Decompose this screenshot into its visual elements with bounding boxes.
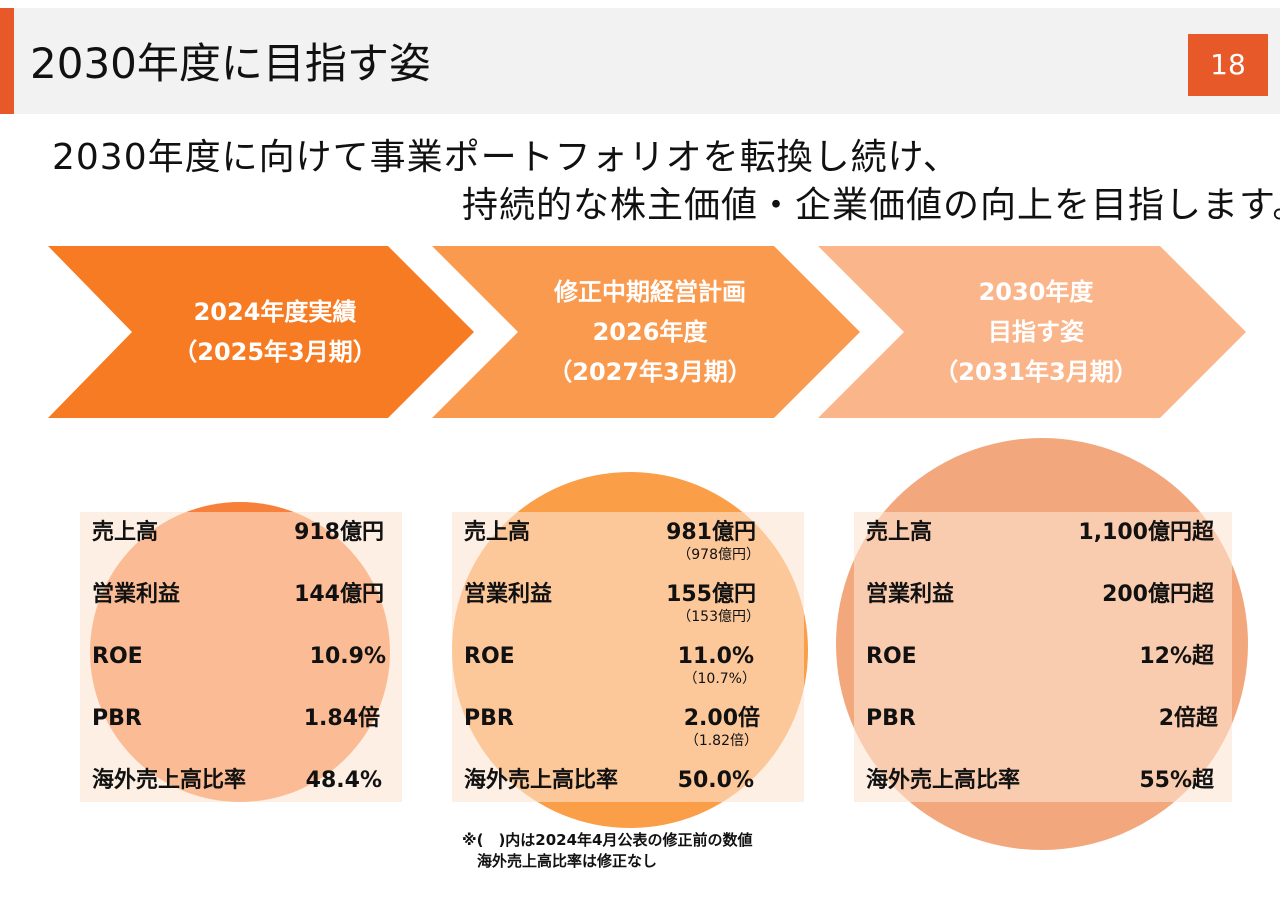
title-bar xyxy=(0,8,1280,114)
chevron-2024-actual xyxy=(48,246,474,418)
phase-2-line-3: （2027年3月期） xyxy=(548,358,752,386)
phase-2-heading: 修正中期経営計画 2026年度 （2027年3月期） xyxy=(500,246,800,418)
phase-3-line-1: 2030年度 xyxy=(978,278,1094,306)
metric-label: PBR xyxy=(866,706,916,731)
metric-previous-value: （10.7%） xyxy=(683,671,756,687)
subtitle-line-2: 持続的な株主価値・企業価値の向上を目指します。 xyxy=(462,185,1280,226)
metric-previous-value: （978億円） xyxy=(677,547,760,563)
metric-value: 2.00倍 xyxy=(683,706,760,731)
metric-value: 10.9% xyxy=(309,644,386,669)
metric-label: 海外売上高比率 xyxy=(464,768,619,793)
metric-label: 営業利益 xyxy=(464,582,553,607)
metric-label: 売上高 xyxy=(464,520,531,545)
metric-label: ROE xyxy=(92,644,143,669)
metric-row: 売上高 1,100億円超 xyxy=(854,512,1232,572)
phase-1-heading: 2024年度実績 （2025年3月期） xyxy=(130,246,420,418)
metric-value: 1.84倍 xyxy=(303,706,380,731)
metric-row: ROE 10.9% xyxy=(80,636,402,696)
metric-label: 営業利益 xyxy=(92,582,181,607)
metric-previous-value: （1.82倍） xyxy=(684,733,758,749)
metric-row: ROE 12%超 xyxy=(854,636,1232,696)
chevron-2030-target xyxy=(818,246,1246,418)
footnote-line-1: ※( )内は2024年4月公表の修正前の数値 xyxy=(462,831,753,849)
metric-label: ROE xyxy=(464,644,515,669)
metric-row: PBR 2倍超 xyxy=(854,698,1232,758)
metric-label: 売上高 xyxy=(866,520,933,545)
phase-2-line-1: 修正中期経営計画 xyxy=(554,278,746,306)
phase-3-line-3: （2031年3月期） xyxy=(934,358,1138,386)
metric-value: 11.0% xyxy=(677,644,754,669)
footnote-line-2: 海外売上高比率は修正なし xyxy=(462,852,658,870)
metric-value: 155億円 xyxy=(666,582,756,607)
metric-row: 売上高 981億円 （978億円） xyxy=(452,512,804,572)
metric-row: 海外売上高比率 55%超 xyxy=(854,760,1232,820)
page-title: 2030年度に目指す姿 xyxy=(30,39,431,88)
metric-previous-value: （153億円） xyxy=(677,609,760,625)
phase-3-line-2: 目指す姿 xyxy=(988,318,1084,346)
metric-value: 12%超 xyxy=(1139,644,1214,669)
metric-value: 48.4% xyxy=(305,768,382,793)
metric-value: 200億円超 xyxy=(1102,582,1214,607)
page-number: 18 xyxy=(1188,34,1268,96)
metric-label: 海外売上高比率 xyxy=(92,768,247,793)
metric-label: ROE xyxy=(866,644,917,669)
phase-2-line-2: 2026年度 xyxy=(592,318,708,346)
metric-label: PBR xyxy=(464,706,514,731)
subtitle-line-1: 2030年度に向けて事業ポートフォリオを転換し続け、 xyxy=(52,137,960,178)
metric-label: 海外売上高比率 xyxy=(866,768,1021,793)
metric-label: 営業利益 xyxy=(866,582,955,607)
metrics-panel-2024: 売上高 918億円 営業利益 144億円 ROE 10.9% PBR 1.84倍… xyxy=(80,512,402,802)
metric-row: ROE 11.0% （10.7%） xyxy=(452,636,804,696)
metric-value: 55%超 xyxy=(1139,768,1214,793)
chevron-2026-plan xyxy=(432,246,860,418)
metrics-panel-2030: 売上高 1,100億円超 営業利益 200億円超 ROE 12%超 PBR 2倍… xyxy=(854,512,1232,802)
metric-row: PBR 1.84倍 xyxy=(80,698,402,758)
phase-chevrons xyxy=(48,246,1246,418)
metric-row: 営業利益 155億円 （153億円） xyxy=(452,574,804,634)
metric-row: 海外売上高比率 48.4% xyxy=(80,760,402,820)
phase-3-heading: 2030年度 目指す姿 （2031年3月期） xyxy=(886,246,1186,418)
footnote: ※( )内は2024年4月公表の修正前の数値 海外売上高比率は修正なし xyxy=(462,830,752,872)
metric-row: 売上高 918億円 xyxy=(80,512,402,572)
metric-value: 50.0% xyxy=(677,768,754,793)
metric-value: 2倍超 xyxy=(1158,706,1218,731)
metric-value: 918億円 xyxy=(294,520,384,545)
metric-row: 海外売上高比率 50.0% xyxy=(452,760,804,820)
phase-1-line-1: 2024年度実績 xyxy=(193,298,357,326)
metric-value: 981億円 xyxy=(666,520,756,545)
metric-value: 144億円 xyxy=(294,582,384,607)
phase-1-line-2: （2025年3月期） xyxy=(173,338,377,366)
metric-value: 1,100億円超 xyxy=(1078,520,1214,545)
title-accent-bar xyxy=(0,8,14,114)
metrics-panel-2026: 売上高 981億円 （978億円） 営業利益 155億円 （153億円） ROE… xyxy=(452,512,804,802)
metric-row: PBR 2.00倍 （1.82倍） xyxy=(452,698,804,758)
metric-row: 営業利益 200億円超 xyxy=(854,574,1232,634)
metric-row: 営業利益 144億円 xyxy=(80,574,402,634)
metric-label: 売上高 xyxy=(92,520,159,545)
metric-label: PBR xyxy=(92,706,142,731)
